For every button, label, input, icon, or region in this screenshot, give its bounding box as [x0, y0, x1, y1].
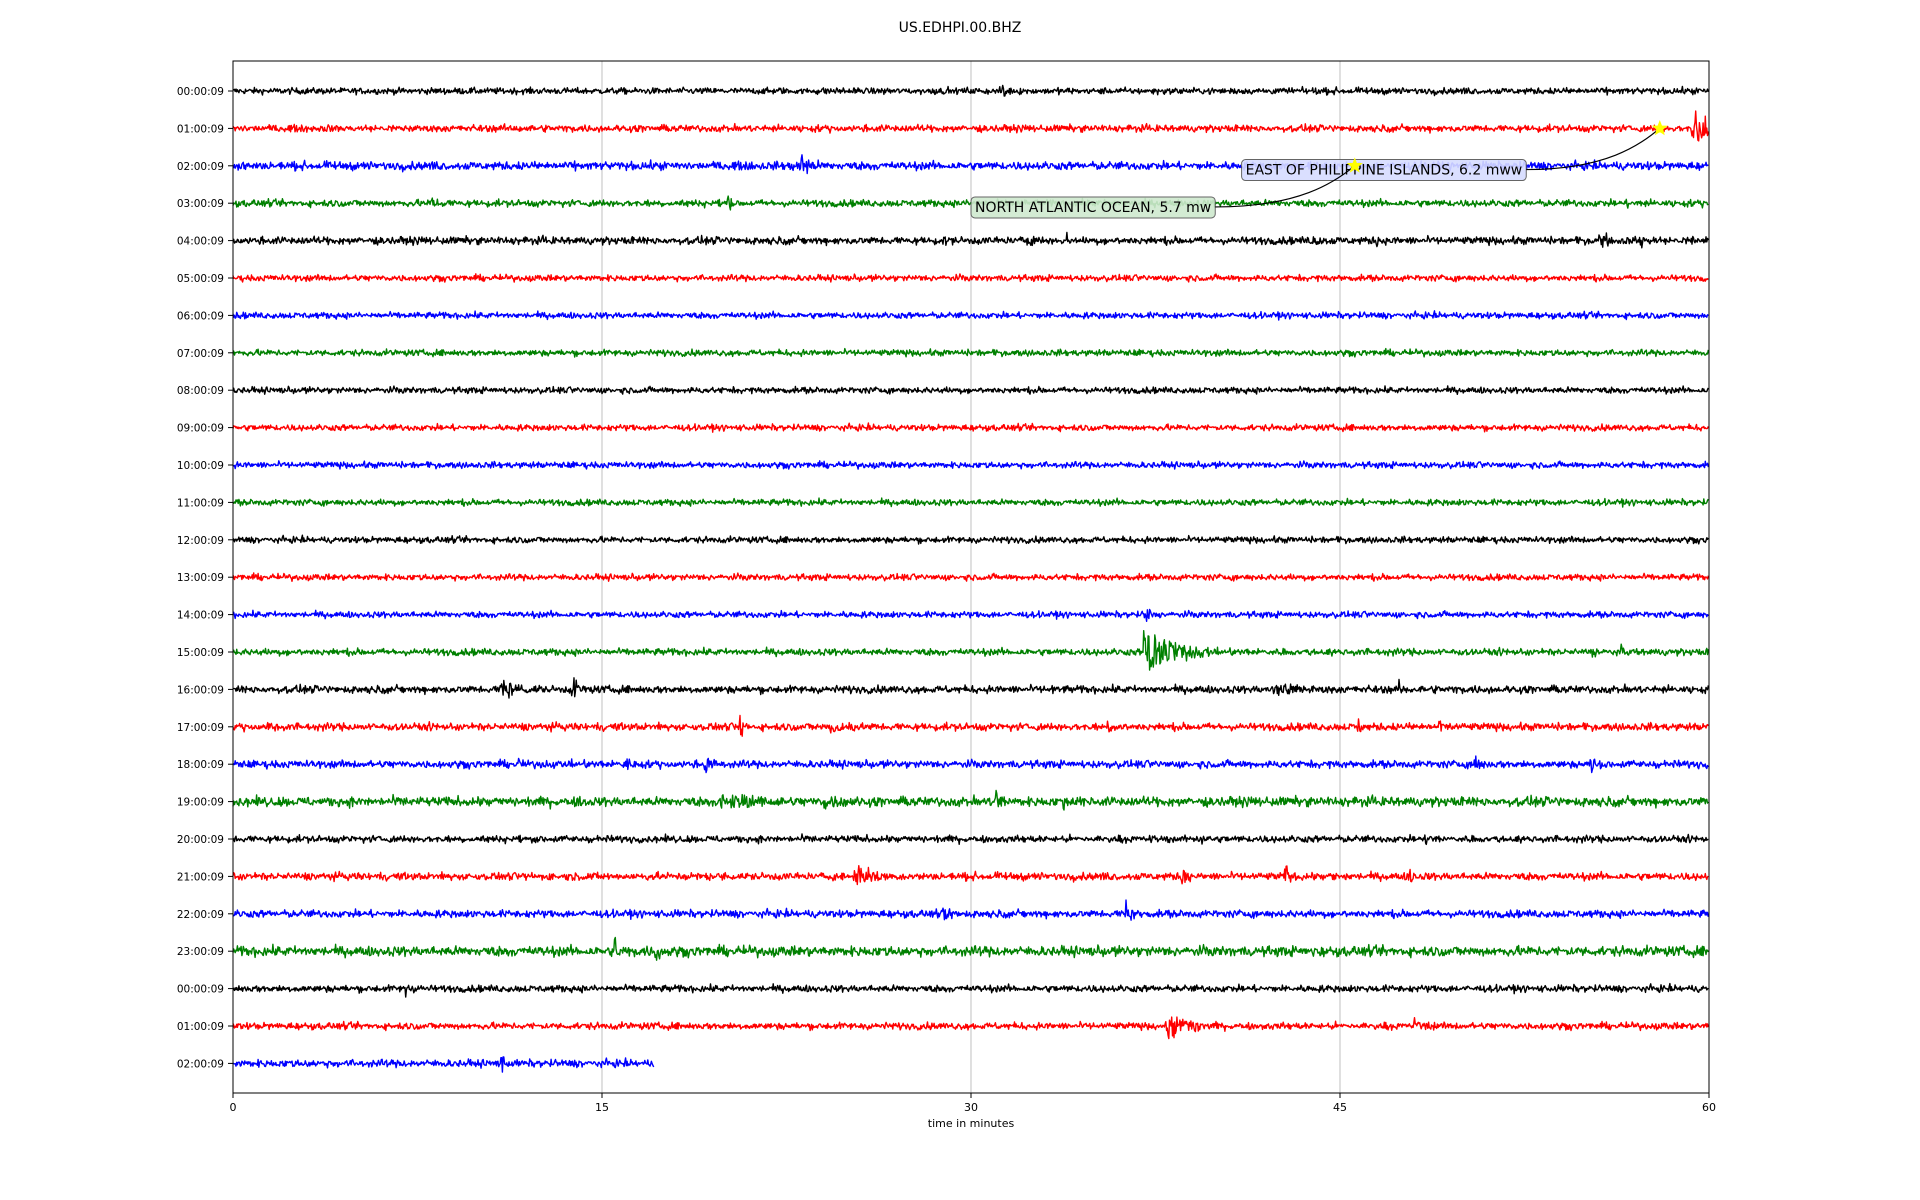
y-tick-label-12: 12:00:09 — [177, 535, 224, 547]
trace-row-8 — [232, 385, 1709, 395]
trace-row-1 — [232, 110, 1709, 142]
event-annotation-1: NORTH ATLANTIC OCEAN, 5.7 mw — [970, 157, 1363, 219]
y-tick-label-5: 05:00:09 — [177, 273, 224, 285]
x-tick-labels: 0 15 30 45 60 — [230, 1093, 1716, 1114]
y-tick-label-10: 10:00:09 — [177, 460, 224, 472]
event-connector-1 — [1215, 165, 1356, 208]
y-tick-labels: 00:00:09 01:00:09 02:00:09 03:00:09 04:00:09… — [177, 86, 233, 1070]
y-tick-label-4: 04:00:09 — [177, 236, 224, 248]
y-tick-label-9: 09:00:09 — [177, 423, 224, 435]
y-tick-label-23: 23:00:09 — [177, 946, 224, 958]
y-tick-label-14: 14:00:09 — [177, 610, 224, 622]
y-tick-label-3: 03:00:09 — [177, 198, 224, 210]
trace-row-22 — [232, 899, 1709, 921]
x-axis-label: time in minutes — [927, 1117, 1015, 1130]
y-tick-label-13: 13:00:09 — [177, 572, 224, 584]
event-star-0 — [1651, 120, 1668, 136]
x-tick-label-2: 30 — [964, 1101, 978, 1114]
trace-row-19 — [232, 789, 1709, 811]
event-connector-0 — [1526, 127, 1661, 171]
y-tick-label-1: 01:00:09 — [177, 123, 224, 135]
trace-row-0 — [232, 84, 1709, 97]
trace-row-4 — [232, 231, 1709, 249]
y-tick-label-22: 22:00:09 — [177, 909, 224, 921]
trace-row-20 — [232, 833, 1709, 846]
trace-row-5 — [232, 273, 1709, 283]
y-tick-label-0: 00:00:09 — [177, 86, 224, 98]
y-tick-label-19: 19:00:09 — [177, 797, 224, 809]
y-tick-label-21: 21:00:09 — [177, 871, 224, 883]
trace-row-18 — [232, 755, 1709, 774]
y-tick-label-18: 18:00:09 — [177, 759, 224, 771]
event-annotation-label-0: EAST OF PHILIPPINE ISLANDS, 6.2 mww — [1246, 163, 1523, 179]
y-tick-label-7: 07:00:09 — [177, 348, 224, 360]
y-tick-label-26: 02:00:09 — [177, 1058, 224, 1070]
y-tick-label-6: 06:00:09 — [177, 310, 224, 322]
chart-title: US.EDHPI.00.BHZ — [898, 20, 1022, 36]
trace-row-11 — [232, 497, 1709, 508]
y-tick-label-16: 16:00:09 — [177, 684, 224, 696]
trace-row-21 — [232, 865, 1709, 886]
trace-row-13 — [232, 572, 1709, 582]
annotation-layer: EAST OF PHILIPPINE ISLANDS, 6.2 mww NORTH… — [970, 120, 1668, 219]
x-tick-label-4: 60 — [1702, 1101, 1716, 1114]
event-star-1 — [1346, 157, 1363, 173]
trace-row-15 — [232, 630, 1709, 671]
y-tick-label-15: 15:00:09 — [177, 647, 224, 659]
trace-row-7 — [232, 347, 1709, 358]
event-annotation-0: EAST OF PHILIPPINE ISLANDS, 6.2 mww — [1241, 120, 1668, 182]
y-tick-label-2: 02:00:09 — [177, 161, 224, 173]
trace-row-6 — [232, 310, 1709, 321]
trace-row-10 — [232, 460, 1709, 470]
y-tick-label-8: 08:00:09 — [177, 385, 224, 397]
event-annotation-label-1: NORTH ATLANTIC OCEAN, 5.7 mw — [975, 200, 1211, 216]
trace-row-14 — [232, 608, 1709, 622]
y-tick-label-25: 01:00:09 — [177, 1021, 224, 1033]
trace-row-16 — [232, 677, 1709, 699]
trace-row-17 — [232, 714, 1709, 737]
trace-row-12 — [232, 534, 1709, 545]
x-tick-label-1: 15 — [595, 1101, 609, 1114]
y-tick-label-11: 11:00:09 — [177, 497, 224, 509]
x-tick-label-0: 0 — [230, 1101, 237, 1114]
trace-row-24 — [232, 982, 1709, 998]
trace-row-23 — [232, 936, 1709, 961]
trace-row-26 — [232, 1056, 655, 1073]
trace-row-25 — [232, 1016, 1709, 1040]
y-tick-label-20: 20:00:09 — [177, 834, 224, 846]
y-tick-label-24: 00:00:09 — [177, 984, 224, 996]
trace-row-9 — [232, 422, 1709, 433]
trace-layer — [232, 84, 1709, 1073]
x-tick-label-3: 45 — [1333, 1101, 1347, 1114]
y-tick-label-17: 17:00:09 — [177, 722, 224, 734]
